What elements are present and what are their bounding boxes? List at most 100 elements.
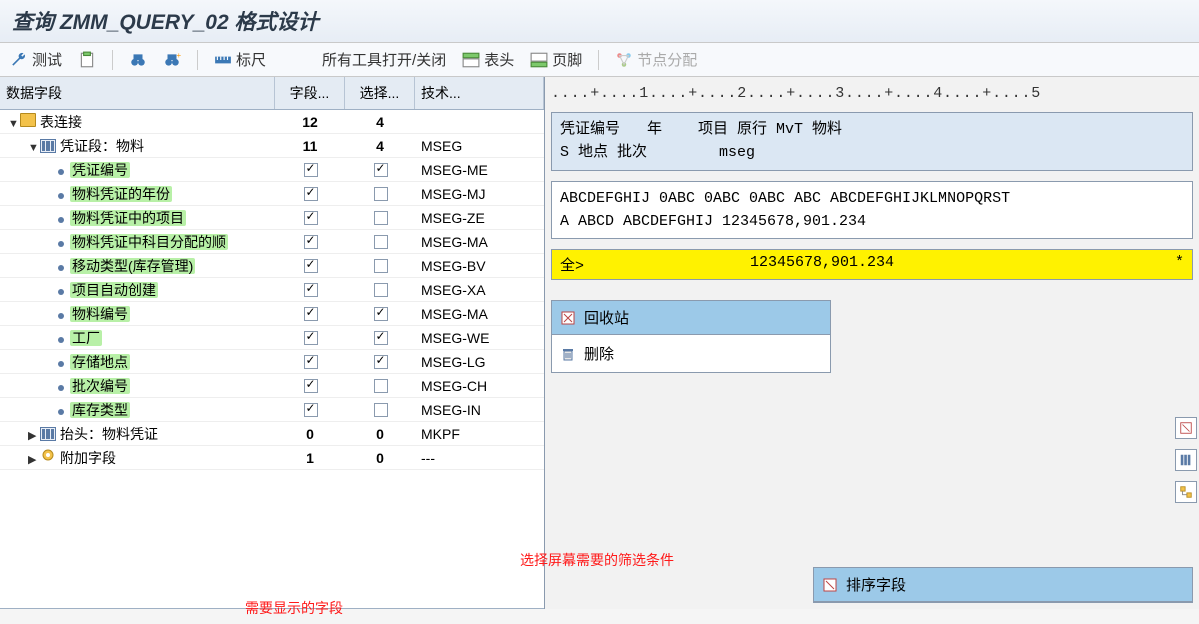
tool-node-assign-label: 节点分配 — [637, 49, 697, 70]
checkbox[interactable] — [304, 235, 318, 249]
checkbox[interactable] — [374, 163, 388, 177]
checkbox[interactable] — [374, 187, 388, 201]
node-label: 物料凭证中的项目 — [70, 210, 186, 226]
sort-box: 排序字段 — [813, 567, 1193, 603]
tech-name: MSEG-CH — [415, 378, 544, 394]
side-btn-2[interactable] — [1175, 449, 1197, 471]
recycle-header[interactable]: 回收站 — [552, 301, 830, 335]
tool-test[interactable]: 测试 — [10, 49, 62, 70]
table-row[interactable]: ▶附加字段10--- — [0, 446, 544, 470]
tech-name: MKPF — [415, 426, 544, 442]
ruler: ....+....1....+....2....+....3....+....4… — [545, 77, 1199, 108]
table-row[interactable]: 物料凭证中科目分配的顺 MSEG-MA — [0, 230, 544, 254]
checkbox[interactable] — [304, 355, 318, 369]
checkbox[interactable] — [304, 211, 318, 225]
side-btn-1[interactable] — [1175, 417, 1197, 439]
tech-name: MSEG-ME — [415, 162, 544, 178]
col-select[interactable]: 选择... — [345, 77, 415, 109]
tech-name: MSEG-WE — [415, 330, 544, 346]
tool-node-assign[interactable]: 节点分配 — [615, 49, 697, 70]
tech-name: MSEG-MA — [415, 234, 544, 250]
tool-clipboard[interactable] — [78, 51, 96, 69]
bullet-icon — [58, 361, 64, 367]
table-row[interactable]: 物料编号 MSEG-MA — [0, 302, 544, 326]
ruler-icon — [214, 51, 232, 69]
side-icon-stack — [1175, 417, 1197, 503]
sort-header[interactable]: 排序字段 — [814, 568, 1192, 602]
preview-pane: ....+....1....+....2....+....3....+....4… — [545, 77, 1199, 609]
table-row[interactable]: 工厂MSEG-WE — [0, 326, 544, 350]
checkbox[interactable] — [374, 355, 388, 369]
side-btn-3[interactable] — [1175, 481, 1197, 503]
tool-footer-label: 页脚 — [552, 49, 582, 70]
table-icon — [40, 427, 56, 441]
col-node[interactable]: 数据字段 — [0, 77, 275, 109]
tool-header-label: 表头 — [484, 49, 514, 70]
table-row[interactable]: 库存类型MSEG-IN — [0, 398, 544, 422]
total-value: 12345678,901.234 — [750, 254, 1154, 275]
checkbox[interactable] — [304, 403, 318, 417]
node-label: 凭证段：物料 — [60, 138, 144, 154]
annotation-arrows — [0, 609, 1199, 624]
checkbox[interactable] — [374, 259, 388, 273]
checkbox[interactable] — [374, 307, 388, 321]
checkbox[interactable] — [374, 235, 388, 249]
node-label: 附加字段 — [60, 450, 116, 466]
checkbox[interactable] — [304, 379, 318, 393]
recycle-box: 回收站 删除 — [551, 300, 831, 373]
table-row[interactable]: 移动类型(库存管理) MSEG-BV — [0, 254, 544, 278]
tool-ruler[interactable]: 标尺 — [214, 49, 266, 70]
bullet-icon — [58, 169, 64, 175]
table-row[interactable]: 批次编号MSEG-CH — [0, 374, 544, 398]
checkbox[interactable] — [374, 211, 388, 225]
tool-all-tools-label: 所有工具打开/关闭 — [322, 49, 446, 70]
tool-binoculars-plus[interactable]: + — [163, 51, 181, 69]
tool-all-tools[interactable]: 所有工具打开/关闭 — [322, 49, 446, 70]
checkbox[interactable] — [374, 379, 388, 393]
checkbox[interactable] — [374, 403, 388, 417]
tool-ruler-label: 标尺 — [236, 49, 266, 70]
table-row[interactable]: 物料凭证的年份MSEG-MJ — [0, 182, 544, 206]
tool-footer[interactable]: 页脚 — [530, 49, 582, 70]
toolbar: 测试 + 标尺 所有工具打开/关闭 表头 页脚 — [0, 43, 1199, 77]
table-row[interactable]: ▶抬头：物料凭证00MKPF — [0, 422, 544, 446]
tech-name: MSEG-MA — [415, 306, 544, 322]
checkbox[interactable] — [374, 283, 388, 297]
node-label: 物料凭证中科目分配的顺 — [70, 234, 228, 250]
table-row[interactable]: 存储地点MSEG-LG — [0, 350, 544, 374]
col-field[interactable]: 字段... — [275, 77, 345, 109]
tech-name: MSEG-XA — [415, 282, 544, 298]
checkbox[interactable] — [304, 331, 318, 345]
collapse-icon[interactable]: ▼ — [8, 118, 18, 130]
tech-name: MSEG-BV — [415, 258, 544, 274]
table-row[interactable]: 凭证编号MSEG-ME — [0, 158, 544, 182]
recycle-delete[interactable]: 删除 — [552, 335, 830, 372]
columns-icon — [1179, 453, 1193, 467]
node-label: 物料编号 — [70, 306, 130, 322]
checkbox[interactable] — [304, 163, 318, 177]
wrench-icon — [10, 51, 28, 69]
tool-header[interactable]: 表头 — [462, 49, 514, 70]
col-tech[interactable]: 技术... — [415, 77, 544, 109]
table-row[interactable]: 项目自动创建MSEG-XA — [0, 278, 544, 302]
checkbox[interactable] — [304, 283, 318, 297]
node-label: 移动类型(库存管理) — [70, 258, 195, 274]
expand-icon[interactable]: ▶ — [28, 429, 38, 442]
tool-binoculars[interactable] — [129, 51, 147, 69]
tech-name: --- — [415, 450, 544, 466]
tech-name: MSEG-LG — [415, 354, 544, 370]
total-mark: * — [1154, 254, 1184, 275]
checkbox[interactable] — [304, 259, 318, 273]
checkbox[interactable] — [304, 187, 318, 201]
table-row[interactable]: ▼凭证段：物料114MSEG — [0, 134, 544, 158]
table-icon — [40, 139, 56, 153]
checkbox[interactable] — [304, 307, 318, 321]
page-title: 查询 ZMM_QUERY_02 格式设计 — [0, 0, 1199, 43]
table-row[interactable]: 物料凭证中的项目MSEG-ZE — [0, 206, 544, 230]
collapse-icon[interactable]: ▼ — [28, 142, 38, 154]
checkbox[interactable] — [374, 331, 388, 345]
expand-icon[interactable]: ▶ — [28, 453, 38, 466]
table-row[interactable]: ▼表连接124 — [0, 110, 544, 134]
bullet-icon — [58, 313, 64, 319]
bullet-icon — [58, 337, 64, 343]
